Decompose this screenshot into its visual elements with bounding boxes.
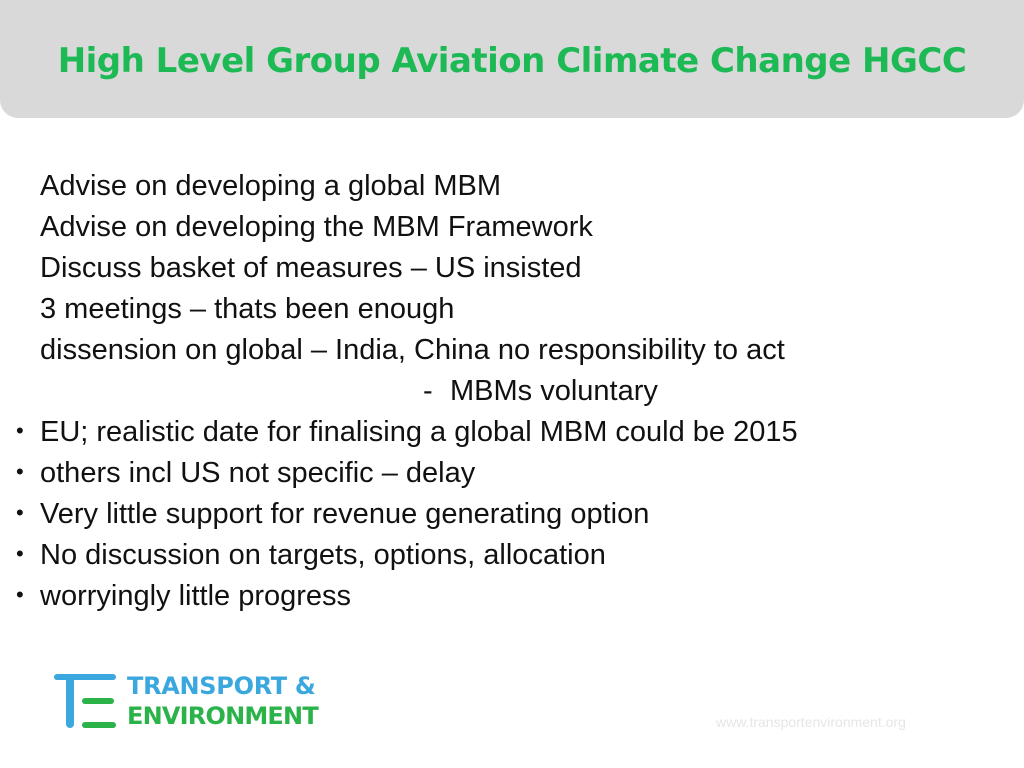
- list-item-text: others incl US not specific – delay: [40, 457, 476, 489]
- transport-environment-logo: TRANSPORT & ENVIRONMENT: [54, 672, 344, 732]
- list-item: 3 meetings – thats been enough: [0, 289, 1000, 330]
- sub-list-item: - MBMs voluntary: [0, 371, 1000, 412]
- bullet-marker: •: [16, 418, 24, 443]
- list-item: Advise on developing a global MBM: [0, 166, 1000, 207]
- bullet-marker: •: [16, 459, 24, 484]
- list-item-text: 3 meetings – thats been enough: [40, 293, 455, 325]
- logo-text-transport: TRANSPORT &: [127, 672, 316, 700]
- bullet-marker: •: [16, 541, 24, 566]
- list-item-text: worryingly little progress: [40, 580, 352, 612]
- list-item-text: No discussion on targets, options, alloc…: [40, 539, 606, 571]
- list-item: Discuss basket of measures – US insisted: [0, 248, 1000, 289]
- bullet-item: • Very little support for revenue genera…: [0, 494, 1000, 535]
- title-bar: High Level Group Aviation Climate Change…: [0, 0, 1024, 118]
- bullet-item: • EU; realistic date for finalising a gl…: [0, 412, 1000, 453]
- list-item: Advise on developing the MBM Framework: [0, 207, 1000, 248]
- bullet-item: • worryingly little progress: [0, 576, 1000, 617]
- list-item-text: Advise on developing the MBM Framework: [40, 211, 593, 243]
- slide-title: High Level Group Aviation Climate Change…: [57, 41, 967, 81]
- list-item: dissension on global – India, China no r…: [0, 330, 1000, 371]
- list-item-text: EU; realistic date for finalising a glob…: [40, 416, 798, 448]
- footer-url: www.transportenvironment.org: [716, 714, 906, 730]
- bullet-marker: •: [16, 582, 24, 607]
- dash-marker: -: [423, 375, 433, 407]
- bullet-marker: •: [16, 500, 24, 525]
- list-item-text: Very little support for revenue generati…: [40, 498, 650, 530]
- bullet-item: • others incl US not specific – delay: [0, 453, 1000, 494]
- list-item-text: Advise on developing a global MBM: [40, 170, 502, 202]
- bullet-item: • No discussion on targets, options, all…: [0, 535, 1000, 576]
- body-list: Advise on developing a global MBM Advise…: [0, 166, 1000, 617]
- list-item-text: MBMs voluntary: [450, 375, 658, 407]
- list-item-text: Discuss basket of measures – US insisted: [40, 252, 582, 284]
- logo-text-environment: ENVIRONMENT: [127, 702, 319, 730]
- list-item-text: dissension on global – India, China no r…: [40, 334, 785, 366]
- te-logo-icon: [54, 674, 116, 728]
